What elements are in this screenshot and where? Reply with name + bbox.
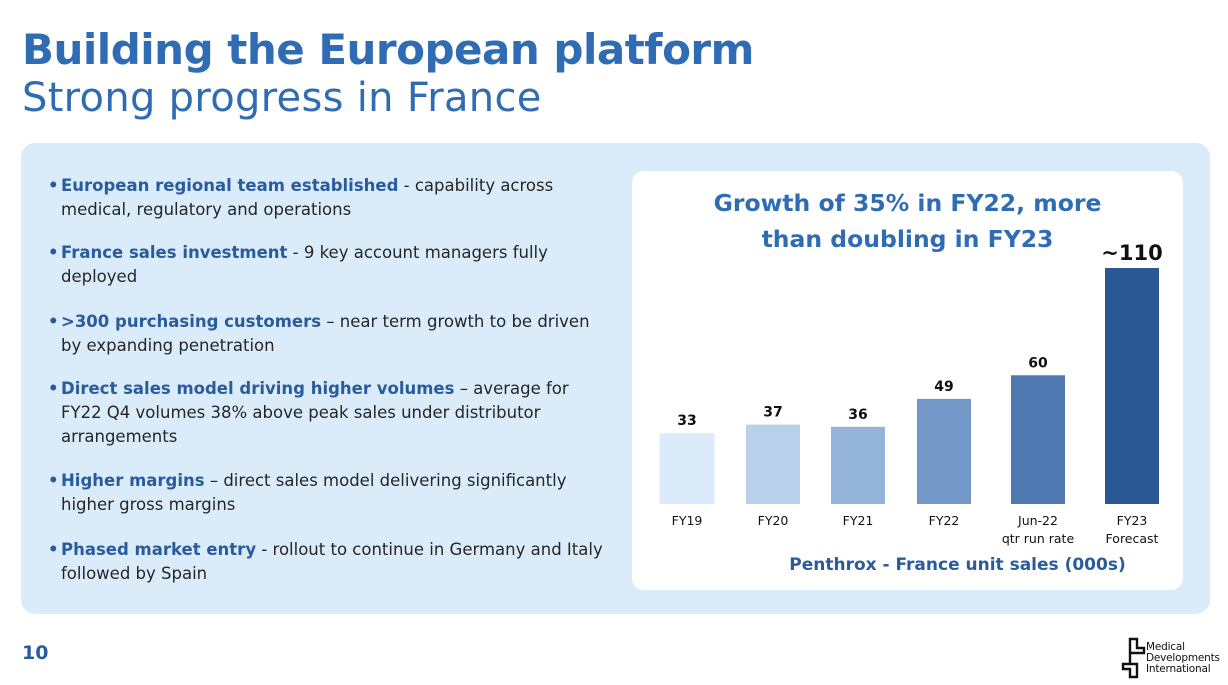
bullet-item: • >300 purchasing customers – near term g… bbox=[48, 310, 608, 358]
cross-logo-icon bbox=[1121, 637, 1146, 679]
bullet-text: - 9 key account managers fully deployed bbox=[61, 243, 548, 286]
bullet-text: – direct sales model delivering signific… bbox=[61, 471, 567, 514]
bar bbox=[917, 398, 971, 504]
category-label: FY21 bbox=[843, 513, 874, 528]
bullet-lead: Phased market entry bbox=[61, 540, 257, 559]
page-subtitle: Strong progress in France bbox=[22, 75, 542, 121]
bullet-text: - rollout to continue in Germany and Ita… bbox=[61, 540, 603, 583]
bullet-dot: • bbox=[48, 312, 59, 331]
bar bbox=[659, 433, 715, 504]
logo-line: International bbox=[1146, 663, 1211, 675]
bullet-text: – average for FY22 Q4 volumes 38% above … bbox=[61, 379, 569, 446]
category-label: FY19 bbox=[672, 513, 703, 528]
logo-line: Medical bbox=[1146, 641, 1185, 653]
bar bbox=[1011, 375, 1065, 504]
bullet-dot: • bbox=[48, 243, 59, 262]
bullet-lead: >300 purchasing customers bbox=[61, 312, 322, 331]
bullet-lead: Higher margins bbox=[61, 471, 205, 490]
bar-chart: 33 FY19 37 FY20 36 FY21 49 FY22 60 Jun-22 qtr run … bbox=[659, 241, 1163, 546]
bullet-dot: • bbox=[48, 540, 59, 559]
category-label: Forecast bbox=[1106, 531, 1159, 546]
bullet-item: • Higher margins – direct sales model del… bbox=[48, 469, 608, 517]
bar bbox=[831, 426, 885, 504]
data-label: 33 bbox=[677, 413, 696, 429]
category-label: Jun-22 bbox=[1017, 513, 1058, 528]
bar bbox=[1105, 268, 1159, 504]
chart-title-line: Growth of 35% in FY22, more bbox=[713, 189, 1102, 217]
data-label: 49 bbox=[934, 379, 953, 395]
bullet-item: • France sales investment - 9 key account… bbox=[48, 241, 608, 289]
company-logo: Medical Developments International bbox=[1120, 636, 1224, 680]
bullet-lead: France sales investment bbox=[61, 243, 288, 262]
bullet-item: • Direct sales model driving higher volum… bbox=[48, 377, 608, 449]
page-number: 10 bbox=[22, 642, 49, 664]
chart-title-line: than doubling in FY23 bbox=[761, 225, 1054, 253]
category-label: qtr run rate bbox=[1002, 531, 1075, 546]
bar bbox=[746, 424, 800, 504]
bullet-lead: Direct sales model driving higher volume… bbox=[61, 379, 455, 398]
logo-text: Medical Developments International bbox=[1146, 642, 1220, 675]
bullet-dot: • bbox=[48, 176, 59, 195]
data-label: 60 bbox=[1028, 355, 1048, 371]
data-label: ~110 bbox=[1101, 241, 1162, 265]
data-label: 36 bbox=[848, 407, 867, 423]
chart-caption: Penthrox - France unit sales (000s) bbox=[789, 555, 1126, 575]
bullet-dot: • bbox=[48, 379, 59, 398]
category-label: FY20 bbox=[758, 513, 789, 528]
category-label: FY23 bbox=[1117, 513, 1148, 528]
bullet-text: - capability across medical, regulatory … bbox=[61, 176, 554, 219]
page-title: Building the European platform bbox=[22, 25, 754, 74]
bullet-lead: European regional team established bbox=[61, 176, 399, 195]
bullet-item: • European regional team established - ca… bbox=[48, 174, 608, 222]
logo-line: Developments bbox=[1146, 652, 1220, 664]
bullet-text: – near term growth to be driven by expan… bbox=[61, 312, 590, 355]
bullet-dot: • bbox=[48, 471, 59, 490]
bullet-item: • Phased market entry - rollout to contin… bbox=[48, 538, 608, 586]
chart-title: Growth of 35% in FY22, more than doublin… bbox=[632, 185, 1183, 257]
chart-card: Growth of 35% in FY22, more than doublin… bbox=[632, 171, 1183, 590]
category-label: FY22 bbox=[929, 513, 960, 528]
data-label: 37 bbox=[763, 405, 782, 421]
